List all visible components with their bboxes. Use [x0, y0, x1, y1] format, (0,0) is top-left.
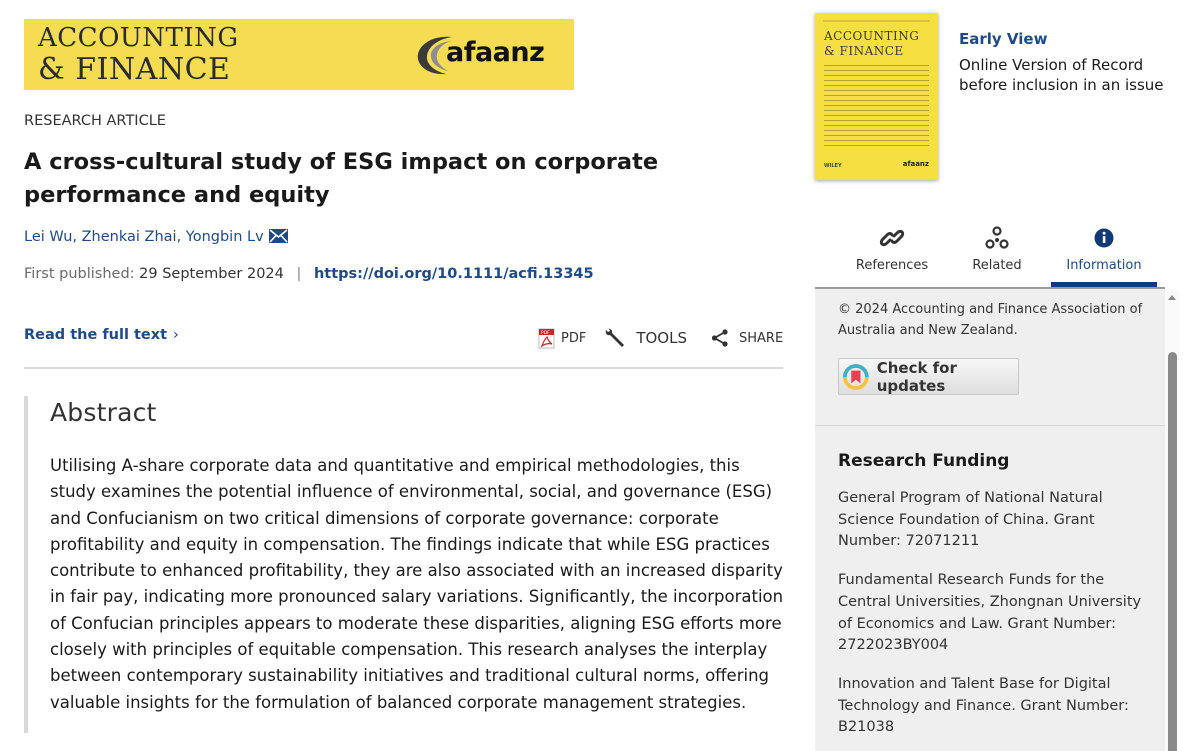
funding-item: Fundamental Research Funds for the Centr…: [838, 572, 1142, 654]
tools-button[interactable]: TOOLS: [604, 327, 687, 349]
author-link[interactable]: Lei Wu: [24, 229, 73, 245]
scroll-thumb[interactable]: [1168, 352, 1177, 751]
link-icon: [879, 229, 905, 247]
cover-publisher: WILEY: [824, 163, 842, 169]
tab-information[interactable]: Information: [1051, 222, 1157, 288]
cover-title: ACCOUNTING & FINANCE: [824, 29, 920, 58]
tabs-border: [815, 287, 1165, 289]
crossmark-icon: [843, 363, 869, 390]
share-label: SHARE: [738, 330, 784, 346]
pdf-button[interactable]: PDF PDF: [538, 328, 586, 349]
cover-volume-line: [823, 20, 930, 22]
section-divider: [24, 367, 783, 369]
journal-banner[interactable]: ACCOUNTING & FINANCE afaanz: [24, 19, 574, 90]
tab-label: Information: [1066, 258, 1142, 273]
abstract-heading: Abstract: [50, 398, 157, 427]
journal-title-line2: & FINANCE: [38, 52, 231, 87]
funding-list: General Program of National Natural Scie…: [838, 488, 1148, 751]
research-funding-heading: Research Funding: [838, 451, 1010, 471]
article-title: A cross-cultural study of ESG impact on …: [24, 149, 659, 208]
chevron-right-icon: ›: [173, 327, 179, 343]
mail-icon[interactable]: [269, 229, 289, 243]
share-icon: [711, 329, 728, 347]
author-list: Lei Wu, Zhenkai Zhai, Yongbin Lv: [24, 229, 289, 245]
panel-scrollbar[interactable]: [1165, 289, 1179, 751]
doi-link[interactable]: https://doi.org/10.1111/acfi.13345: [313, 266, 594, 282]
tab-label: References: [855, 258, 929, 273]
journal-cover-thumbnail[interactable]: ACCOUNTING & FINANCE WILEY afaanz: [815, 13, 938, 180]
info-icon: [1094, 228, 1114, 248]
abstract-section: Abstract Utilising A-share corporate dat…: [24, 396, 784, 733]
cover-partner-logo: afaanz: [902, 160, 929, 168]
tab-references[interactable]: References: [839, 222, 945, 288]
wrench-icon: [606, 328, 625, 347]
first-published-label: First published:: [24, 266, 135, 282]
tab-label: Related: [972, 258, 1022, 273]
share-button[interactable]: SHARE: [711, 329, 783, 347]
article-toolbar: PDF PDF TOOLS SHARE: [538, 326, 783, 350]
information-panel: © 2024 Accounting and Finance Associatio…: [815, 289, 1165, 751]
pdf-label: PDF: [561, 330, 587, 346]
author-link[interactable]: Yongbin Lv: [185, 229, 264, 245]
journal-title-logo: ACCOUNTING & FINANCE: [38, 23, 239, 85]
afaanz-wordmark: afaanz: [446, 37, 545, 68]
pdf-file-icon: PDF: [538, 328, 555, 348]
publication-info: First published: 29 September 2024 | htt…: [24, 266, 594, 282]
cover-table-of-contents: [824, 65, 929, 150]
read-full-text-label: Read the full text: [24, 327, 168, 343]
abstract-text: Utilising A-share corporate data and qua…: [50, 456, 784, 712]
funding-item: General Program of National Natural Scie…: [838, 490, 1103, 550]
tab-related[interactable]: Related: [944, 222, 1050, 288]
sidebar-tabs: References Related Information: [815, 222, 1165, 288]
tools-label: TOOLS: [636, 329, 687, 347]
early-view-title[interactable]: Early View: [959, 30, 1048, 48]
afaanz-swoosh-icon: [417, 36, 452, 75]
active-tab-indicator: [1051, 282, 1157, 287]
afaanz-logo: afaanz: [412, 33, 562, 77]
first-published-date: 29 September 2024: [139, 266, 284, 282]
related-nodes-icon: [985, 226, 1009, 249]
panel-divider: [815, 425, 1165, 426]
funding-item: Innovation and Talent Base for Digital T…: [838, 675, 1129, 736]
svg-text:PDF: PDF: [541, 330, 550, 336]
author-link[interactable]: Zhenkai Zhai: [81, 229, 177, 245]
check-for-updates-button[interactable]: Check for updates: [838, 358, 1019, 395]
read-full-text-link[interactable]: Read the full text ›: [24, 327, 179, 343]
copyright-text: © 2024 Accounting and Finance Associatio…: [838, 302, 1143, 338]
early-view-description: Online Version of Record before inclusio…: [959, 56, 1164, 94]
check-for-updates-label: Check for updates: [876, 358, 957, 395]
scroll-up-arrow-icon[interactable]: [1168, 295, 1176, 300]
article-type-label: RESEARCH ARTICLE: [24, 113, 166, 129]
separator: |: [296, 266, 302, 282]
journal-title-line1: ACCOUNTING: [38, 23, 239, 53]
